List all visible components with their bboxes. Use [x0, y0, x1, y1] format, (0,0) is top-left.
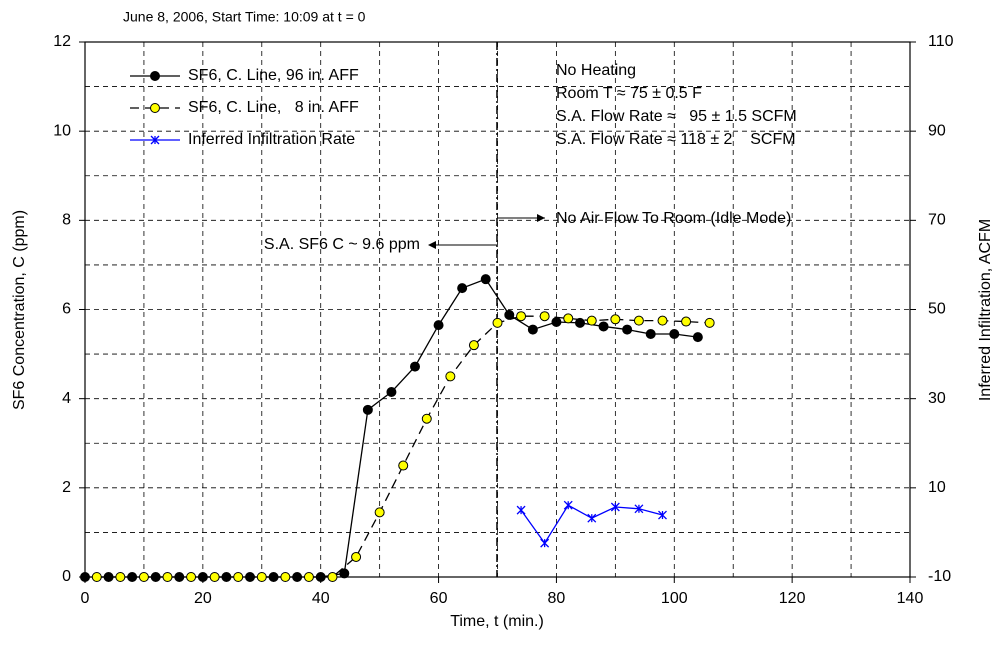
x-tick-label: 40	[312, 590, 330, 607]
y-tick-label: 8	[62, 212, 71, 229]
annotation-box-line: S.A. Flow Rate ≈ 95 ± 1.5 SCFM	[556, 108, 797, 125]
marker	[492, 317, 503, 328]
marker	[386, 386, 397, 397]
marker	[658, 510, 667, 520]
y2-tick-label: 30	[928, 390, 946, 407]
marker	[150, 135, 160, 145]
y-tick-label: 12	[53, 33, 71, 50]
y-tick-label: 10	[53, 122, 71, 139]
annotation-box-line: S.A. Flow Rate ≈ 118 ± 2 SCFM	[556, 131, 796, 148]
marker	[233, 572, 244, 582]
arrow-head	[428, 241, 436, 249]
marker	[433, 320, 444, 331]
annotation-box-line: Room T ≈ 75 ± 0.5 F	[556, 85, 702, 102]
y2-tick-label: -10	[928, 568, 951, 585]
y2-tick-label: 10	[928, 479, 946, 496]
marker	[681, 316, 692, 327]
marker	[115, 572, 126, 582]
x-tick-label: 120	[779, 590, 806, 607]
marker	[256, 572, 267, 582]
y2-tick-label: 110	[928, 33, 954, 50]
marker	[374, 507, 385, 518]
marker	[657, 315, 668, 326]
marker	[80, 572, 90, 582]
marker	[610, 502, 620, 512]
y-tick-label: 0	[62, 568, 71, 585]
marker	[91, 572, 102, 582]
x-tick-label: 20	[194, 590, 212, 607]
x-tick-label: 100	[661, 590, 688, 607]
marker	[634, 504, 644, 514]
marker	[516, 311, 527, 322]
y2-axis-label: Inferred Infiltration, ACFM	[977, 219, 994, 401]
annotation: No Air Flow To Room (Idle Mode)	[556, 210, 791, 227]
marker	[303, 572, 314, 582]
marker	[587, 513, 597, 523]
y-tick-label: 6	[62, 301, 71, 318]
marker	[504, 309, 515, 320]
marker	[622, 324, 633, 335]
x-tick-label: 60	[430, 590, 448, 607]
marker	[445, 371, 456, 382]
legend-label: SF6, C. Line, 8 in. AFF	[188, 99, 359, 116]
legend-label: SF6, C. Line, 96 in. AFF	[188, 67, 359, 84]
marker	[527, 324, 538, 335]
marker	[209, 572, 220, 582]
y-tick-label: 2	[62, 479, 71, 496]
marker	[398, 460, 409, 471]
y2-tick-label: 90	[928, 122, 946, 139]
marker	[351, 551, 362, 562]
marker	[457, 283, 468, 294]
marker	[138, 572, 149, 582]
marker	[692, 332, 703, 343]
y2-tick-label: 50	[928, 301, 946, 318]
marker	[669, 329, 680, 340]
marker	[410, 361, 420, 372]
marker	[540, 538, 550, 548]
annotation-box-line: No Heating	[556, 62, 636, 79]
marker	[551, 316, 562, 327]
marker	[645, 329, 656, 340]
marker	[468, 340, 479, 351]
marker	[150, 103, 160, 113]
y2-tick-label: 70	[928, 212, 946, 229]
marker	[704, 317, 715, 328]
annotation: S.A. SF6 C ~ 9.6 ppm	[264, 236, 420, 253]
arrow-head	[537, 214, 545, 222]
marker	[516, 505, 526, 515]
marker	[327, 572, 338, 582]
marker	[610, 314, 621, 325]
marker	[280, 572, 291, 582]
y-axis-label: SF6 Concentration, C (ppm)	[11, 210, 28, 410]
marker	[421, 413, 432, 424]
marker	[186, 572, 197, 582]
chart-title: June 8, 2006, Start Time: 10:09 at t = 0	[123, 9, 366, 25]
marker	[339, 568, 350, 579]
x-tick-label: 140	[897, 590, 924, 607]
marker	[362, 404, 373, 415]
marker	[480, 274, 491, 285]
series-line	[96, 315, 710, 578]
marker	[162, 572, 173, 582]
marker	[563, 500, 573, 510]
marker	[563, 313, 574, 324]
x-tick-label: 80	[548, 590, 566, 607]
legend-label: Inferred Infiltration Rate	[188, 131, 355, 148]
y-tick-label: 4	[62, 390, 71, 407]
marker	[150, 71, 160, 81]
marker	[633, 315, 644, 326]
x-axis-label: Time, t (min.)	[450, 613, 544, 630]
marker	[575, 317, 585, 328]
marker	[598, 321, 609, 332]
marker	[586, 315, 597, 326]
marker	[539, 311, 550, 322]
x-tick-label: 0	[81, 590, 90, 607]
